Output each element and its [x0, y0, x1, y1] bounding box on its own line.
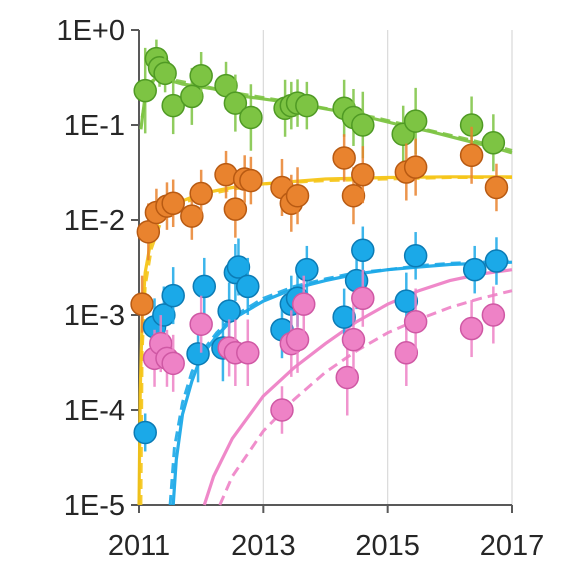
data-point — [153, 61, 177, 86]
data-point — [189, 181, 213, 206]
data-point — [192, 274, 217, 299]
data-point — [403, 309, 428, 334]
data-point — [161, 283, 185, 308]
data-point — [481, 303, 506, 327]
data-point — [180, 204, 204, 228]
data-point — [186, 342, 210, 366]
x-tick-label: 2013 — [231, 530, 296, 562]
fit-line-dashed — [168, 259, 513, 506]
tick-labels: 1E+0 1E-1 1E-2 1E-3 1E-4 1E-5 2011 2013 2015 2017 — [56, 15, 544, 562]
grid-layer — [262, 30, 513, 505]
y-tick-label: 1E-5 — [64, 490, 125, 522]
data-point — [332, 305, 356, 329]
data-point — [351, 238, 375, 263]
data-point — [351, 286, 375, 311]
y-tick-label: 1E-2 — [64, 205, 125, 237]
data-point — [481, 131, 506, 155]
data-point — [332, 146, 356, 170]
data-point — [285, 327, 310, 352]
data-point — [130, 292, 154, 316]
x-tick-label: 2017 — [480, 530, 545, 562]
data-point — [161, 191, 185, 216]
data-point — [133, 420, 157, 445]
data-point — [285, 183, 310, 208]
x-tick-label: 2011 — [108, 530, 170, 562]
data-point — [189, 312, 213, 336]
data-point — [239, 168, 263, 193]
data-point — [459, 316, 484, 341]
y-tick-label: 1E-4 — [64, 395, 125, 427]
data-point — [217, 299, 241, 323]
data-point — [403, 155, 428, 179]
fit-line-solid — [202, 268, 513, 506]
data-point — [223, 197, 248, 221]
data-point — [341, 183, 366, 208]
data-point — [291, 292, 316, 316]
y-tick-label: 1E-1 — [64, 110, 125, 142]
data-point — [403, 244, 428, 268]
data-point — [161, 351, 185, 376]
data-point — [295, 93, 319, 118]
fit-line-solid — [171, 260, 513, 506]
data-point — [239, 105, 263, 130]
data-points — [130, 39, 509, 452]
y-tick-label: 1E-3 — [64, 300, 125, 332]
data-point — [351, 162, 375, 187]
data-point — [394, 341, 419, 365]
data-point — [459, 143, 484, 168]
data-point — [484, 175, 509, 200]
data-point — [236, 341, 260, 365]
data-point — [180, 84, 204, 109]
y-tick-label: 1E+0 — [56, 15, 125, 47]
data-point — [403, 109, 428, 133]
data-point — [189, 63, 213, 88]
data-point — [335, 365, 360, 390]
data-point — [236, 274, 260, 299]
data-point — [341, 327, 366, 352]
data-point — [394, 289, 419, 313]
data-point — [223, 91, 248, 115]
data-point — [152, 303, 176, 327]
data-point — [351, 113, 375, 137]
data-point — [161, 93, 185, 118]
data-point — [295, 257, 319, 282]
data-point — [226, 255, 251, 279]
data-point — [270, 398, 294, 422]
data-point — [462, 257, 487, 282]
data-point — [484, 249, 509, 273]
x-tick-label: 2015 — [355, 530, 420, 562]
data-point — [133, 78, 157, 103]
